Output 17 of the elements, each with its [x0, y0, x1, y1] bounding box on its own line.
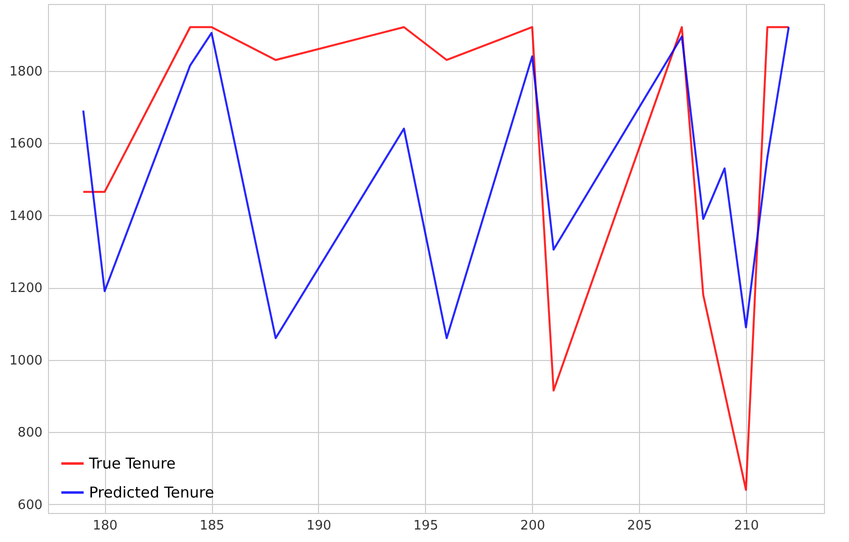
x-tick-label: 190 [306, 518, 332, 534]
x-tick-label: 200 [520, 518, 546, 534]
y-tick-label: 1600 [9, 136, 42, 152]
x-tick-label: 210 [734, 518, 759, 534]
legend-label: True Tenure [88, 454, 176, 472]
y-tick-label: 1400 [9, 208, 42, 224]
y-tick-label: 1200 [9, 281, 42, 296]
x-tick-label: 180 [92, 518, 118, 534]
y-tick-label: 800 [18, 426, 42, 441]
y-tick-label: 1000 [9, 353, 42, 368]
x-tick-label: 195 [413, 518, 438, 534]
x-tick-label: 185 [200, 518, 224, 534]
y-tick-label: 600 [18, 498, 42, 513]
line-series [82, 26, 790, 340]
legend-label: Predicted Tenure [89, 484, 214, 502]
x-tick-label: 205 [627, 518, 652, 534]
y-tick-label: 1800 [9, 64, 42, 80]
